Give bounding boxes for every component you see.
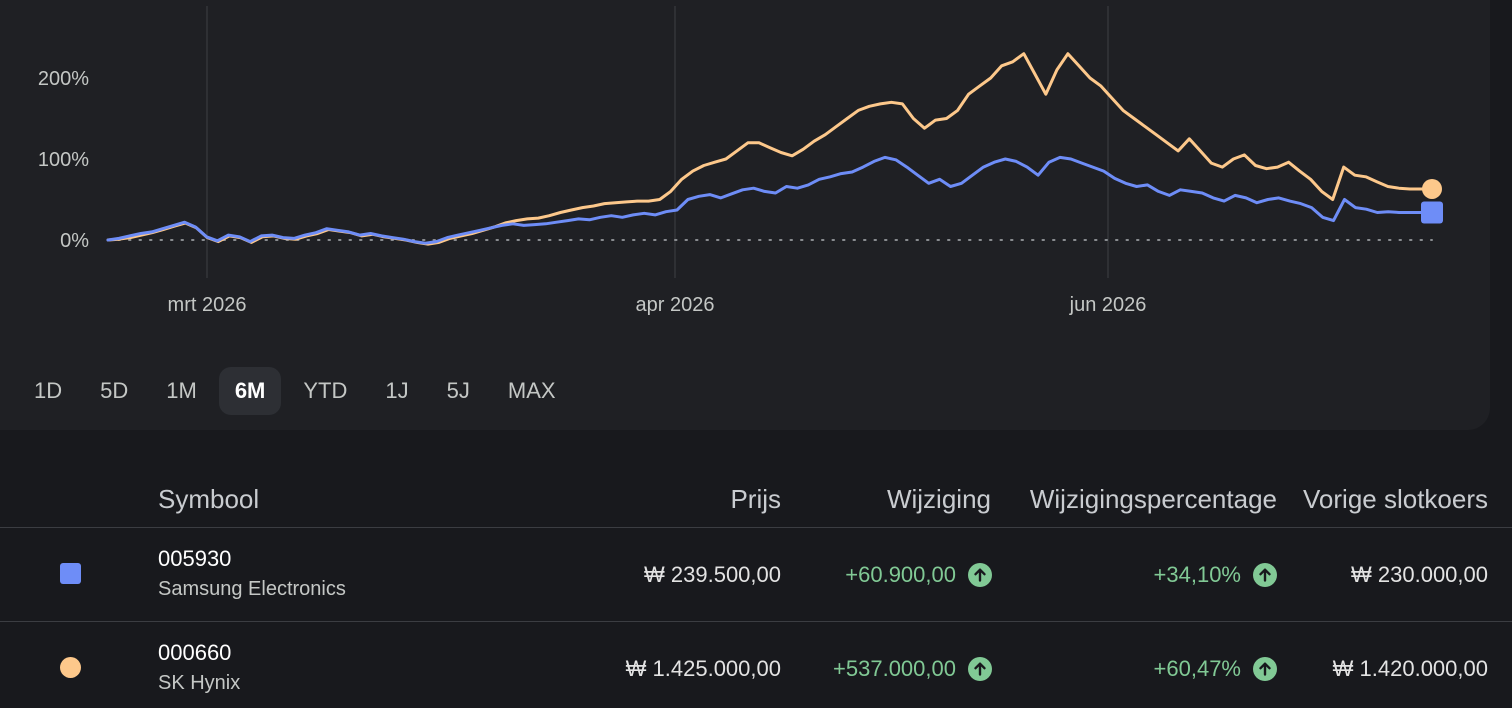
row-change: +60.900,00: [845, 562, 956, 587]
header-price: Prijs: [730, 484, 781, 514]
range-button-1d[interactable]: 1D: [34, 378, 63, 403]
arrow-up-icon: [1253, 563, 1277, 587]
table-row[interactable]: 005930 Samsung Electronics ₩ 239.500,00 …: [0, 528, 1512, 622]
range-button-ytd[interactable]: YTD: [303, 378, 348, 403]
row-name: Samsung Electronics: [158, 578, 346, 600]
series-end-marker: [1421, 201, 1443, 224]
row-prev-close: ₩ 230.000,00: [1351, 562, 1488, 587]
series-line-000660: [106, 52, 1434, 246]
x-tick-label: jun 2026: [1069, 294, 1147, 316]
series-circle-marker: [60, 657, 81, 678]
row-symbol[interactable]: 000660: [158, 640, 232, 665]
row-name: SK Hynix: [158, 672, 241, 694]
series-line-005930: [106, 155, 1434, 245]
table-row[interactable]: 000660 SK Hynix ₩ 1.425.000,00 +537.000,…: [0, 622, 1512, 708]
arrow-up-icon: [968, 563, 992, 587]
row-change-pct: +34,10%: [1153, 562, 1241, 587]
comparison-chart[interactable]: mrt 2026 apr 2026 jun 2026 200% 100% 0%: [0, 0, 1490, 346]
range-selector-panel: 1D 5D 1M 6M YTD 1J 5J MAX: [0, 346, 1490, 430]
header-symbol: Symbool: [158, 484, 260, 514]
table-header: Symbool Prijs Wijziging Wijzigingspercen…: [0, 474, 1512, 528]
arrow-up-icon: [1253, 657, 1277, 681]
header-change: Wijziging: [886, 484, 991, 514]
row-change: +537.000,00: [833, 656, 956, 681]
y-tick-label: 0%: [60, 230, 89, 252]
series-end-marker: [1422, 178, 1442, 199]
range-button-6m[interactable]: 6M: [218, 367, 282, 415]
header-change-pct: Wijzigingspercentage: [1029, 484, 1277, 514]
arrow-up-icon: [968, 657, 992, 681]
row-prev-close: ₩ 1.420.000,00: [1332, 656, 1488, 681]
y-tick-label: 100%: [38, 149, 89, 171]
row-change-pct: +60,47%: [1153, 656, 1241, 681]
row-symbol[interactable]: 005930: [158, 546, 232, 571]
range-selector: 1D 5D 1M 6M YTD 1J 5J MAX: [18, 367, 572, 415]
chart-svg[interactable]: mrt 2026 apr 2026 jun 2026 200% 100% 0%: [0, 0, 1490, 346]
range-button-5d[interactable]: 5D: [100, 378, 129, 403]
series-square-marker: [60, 563, 81, 584]
y-tick-label: 200%: [38, 68, 89, 90]
range-button-1j[interactable]: 1J: [385, 378, 409, 403]
range-button-max[interactable]: MAX: [507, 378, 556, 403]
row-price: ₩ 239.500,00: [644, 562, 781, 587]
range-button-5j[interactable]: 5J: [446, 378, 470, 403]
row-price: ₩ 1.425.000,00: [625, 656, 781, 681]
range-button-1m[interactable]: 1M: [166, 378, 197, 403]
header-prev-close: Vorige slotkoers: [1303, 484, 1488, 514]
x-tick-label: mrt 2026: [168, 294, 247, 316]
x-tick-label: apr 2026: [636, 294, 715, 316]
